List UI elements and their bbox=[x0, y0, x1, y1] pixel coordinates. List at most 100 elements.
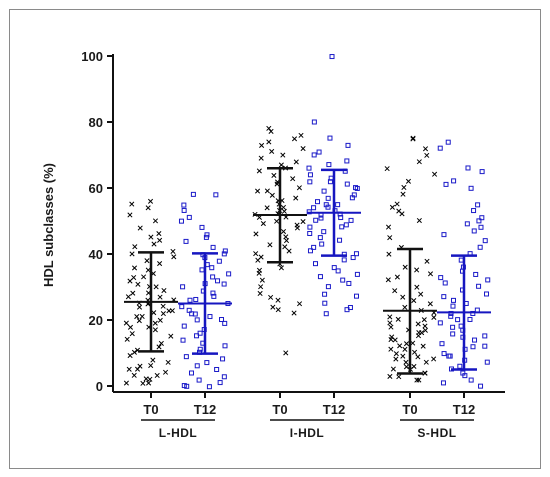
data-point-x bbox=[414, 267, 420, 273]
data-point-square bbox=[319, 241, 325, 247]
data-point-square bbox=[445, 139, 451, 145]
data-point-x bbox=[151, 310, 157, 316]
data-point-x bbox=[424, 258, 430, 264]
data-point-square bbox=[210, 274, 216, 280]
data-point-square bbox=[465, 165, 471, 171]
data-point-x bbox=[394, 274, 400, 280]
y-tick-label: 40 bbox=[89, 247, 103, 262]
data-point-x bbox=[294, 225, 300, 231]
data-point-square bbox=[443, 181, 449, 187]
data-point-square bbox=[219, 317, 225, 323]
data-point-square bbox=[311, 152, 317, 158]
data-point-square bbox=[437, 145, 443, 151]
data-point-x bbox=[385, 224, 392, 230]
data-point-x bbox=[393, 351, 399, 357]
data-point-square bbox=[446, 353, 452, 359]
data-point-square bbox=[203, 234, 209, 240]
data-point-x bbox=[283, 350, 289, 356]
data-point-x bbox=[402, 304, 408, 310]
data-point-x bbox=[293, 195, 299, 201]
data-point-square bbox=[457, 363, 463, 369]
data-point-x bbox=[397, 343, 403, 349]
data-point-x bbox=[157, 237, 163, 243]
data-point-square bbox=[473, 271, 479, 277]
data-point-x bbox=[269, 148, 275, 155]
data-point-x bbox=[134, 366, 141, 372]
x-tick-label-t12: T12 bbox=[453, 402, 475, 417]
data-point-square bbox=[221, 374, 227, 380]
data-point-x bbox=[423, 359, 429, 365]
data-point-x bbox=[280, 152, 286, 158]
data-point-x bbox=[256, 270, 262, 276]
data-point-x bbox=[420, 343, 426, 349]
data-point-x bbox=[139, 313, 145, 320]
data-point-x bbox=[131, 265, 138, 271]
data-point-square bbox=[206, 384, 212, 390]
data-point-x bbox=[134, 313, 140, 320]
data-point-x bbox=[266, 139, 272, 145]
data-point-square bbox=[220, 356, 226, 362]
data-point-square bbox=[344, 158, 350, 164]
data-point-x bbox=[125, 294, 131, 300]
data-point-x bbox=[264, 205, 270, 211]
data-point-x bbox=[148, 362, 154, 369]
data-point-square bbox=[451, 178, 457, 184]
data-point-square bbox=[479, 169, 485, 175]
data-point-square bbox=[482, 238, 488, 244]
data-point-square bbox=[471, 208, 477, 214]
data-point-square bbox=[441, 294, 447, 300]
data-point-square bbox=[337, 237, 343, 243]
data-point-square bbox=[209, 265, 215, 271]
data-point-square bbox=[194, 363, 200, 369]
data-point-square bbox=[313, 217, 319, 223]
data-point-x bbox=[282, 244, 288, 250]
group-label-l-hdl: L-HDL bbox=[159, 426, 198, 440]
data-point-square bbox=[217, 380, 223, 386]
data-point-x bbox=[147, 376, 153, 382]
data-point-x bbox=[300, 219, 306, 225]
data-point-x bbox=[266, 125, 272, 131]
data-point-x bbox=[387, 235, 393, 241]
data-point-square bbox=[478, 224, 484, 230]
data-point-x bbox=[401, 184, 407, 191]
data-point-square bbox=[317, 274, 323, 280]
data-point-square bbox=[450, 324, 456, 330]
data-point-x bbox=[136, 318, 142, 324]
data-point-x bbox=[293, 159, 299, 165]
data-point-x bbox=[152, 320, 158, 326]
data-point-x bbox=[402, 264, 408, 270]
group-label-s-hdl: S-HDL bbox=[417, 426, 456, 440]
data-point-x bbox=[392, 337, 398, 343]
data-point-x bbox=[267, 242, 273, 248]
data-point-square bbox=[184, 383, 190, 389]
data-point-square bbox=[464, 221, 470, 227]
data-point-x bbox=[165, 359, 171, 365]
data-point-square bbox=[450, 303, 456, 309]
data-point-x bbox=[416, 377, 422, 383]
data-point-square bbox=[477, 244, 483, 250]
data-point-x bbox=[150, 357, 156, 363]
data-point-square bbox=[322, 300, 328, 306]
data-point-square bbox=[311, 119, 317, 125]
data-point-square bbox=[199, 224, 205, 230]
data-point-square bbox=[179, 304, 185, 310]
data-point-square bbox=[190, 191, 196, 197]
data-point-square bbox=[331, 265, 337, 271]
data-point-x bbox=[254, 188, 261, 194]
data-point-x bbox=[135, 281, 141, 287]
data-point-x bbox=[400, 353, 406, 359]
data-point-x bbox=[394, 201, 400, 207]
data-point-x bbox=[156, 344, 162, 350]
data-point-x bbox=[158, 340, 164, 346]
data-point-square bbox=[462, 373, 468, 379]
data-point-square bbox=[315, 199, 321, 205]
data-point-x bbox=[258, 155, 264, 161]
data-point-square bbox=[441, 232, 447, 238]
data-point-x bbox=[136, 304, 143, 310]
data-point-x bbox=[131, 349, 137, 355]
data-point-square bbox=[197, 346, 203, 352]
mean-sd-bars bbox=[124, 166, 491, 375]
data-point-x bbox=[146, 380, 152, 386]
data-point-square bbox=[468, 377, 474, 383]
data-point-square bbox=[442, 280, 448, 286]
